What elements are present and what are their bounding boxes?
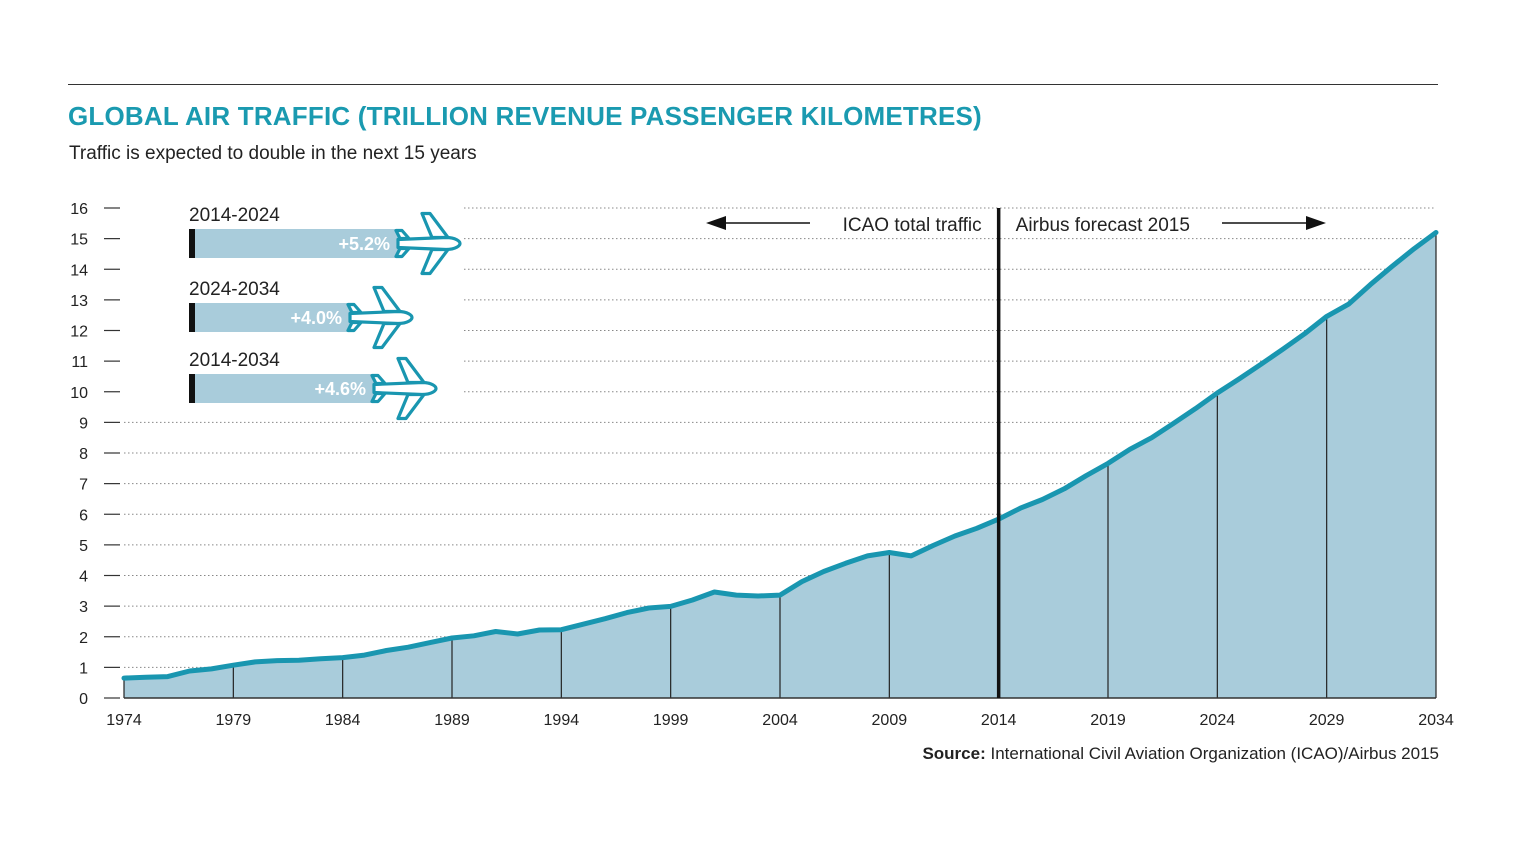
right-arrow-head <box>1306 216 1326 230</box>
airplane-fuselage <box>396 235 462 252</box>
top-rule <box>68 84 1438 85</box>
growth-period-label: 2014-2024 <box>189 205 280 226</box>
x-tick-label: 1974 <box>106 712 142 729</box>
growth-bar-start-mark <box>189 374 195 403</box>
x-tick-label: 2004 <box>762 712 798 729</box>
x-tick-label: 1999 <box>653 712 689 729</box>
growth-bar <box>190 303 350 332</box>
growth-rate-label: +5.2% <box>338 234 390 254</box>
airplane-fuselage <box>372 380 438 397</box>
traffic-line <box>121 230 1439 681</box>
airplane-fuselage <box>348 309 414 326</box>
airplane-icon <box>346 285 414 350</box>
source-note: Source: International Civil Aviation Org… <box>922 744 1439 764</box>
x-tick-label: 1984 <box>325 712 361 729</box>
y-tick-label: 3 <box>79 599 88 616</box>
growth-rate-label: +4.6% <box>314 379 366 399</box>
y-tick-label: 10 <box>70 385 88 402</box>
y-tick-label: 12 <box>70 324 88 341</box>
airplane-icon <box>370 356 438 421</box>
y-tick-label: 2 <box>79 630 88 647</box>
icao-label: ICAO total traffic <box>843 215 982 236</box>
x-tick-label: 1994 <box>544 712 580 729</box>
x-tick-label: 2019 <box>1090 712 1126 729</box>
y-tick-label: 8 <box>79 446 88 463</box>
y-tick-label: 1 <box>79 660 88 677</box>
chart-subtitle: Traffic is expected to double in the nex… <box>69 143 477 164</box>
x-tick-label: 2009 <box>872 712 908 729</box>
x-tick-label: 2029 <box>1309 712 1345 729</box>
growth-period-label: 2024-2034 <box>189 279 280 300</box>
y-tick-label: 4 <box>79 569 88 586</box>
y-tick-label: 14 <box>70 262 88 279</box>
growth-bar <box>190 374 374 403</box>
chart-title: GLOBAL AIR TRAFFIC (TRILLION REVENUE PAS… <box>68 101 982 131</box>
x-tick-label: 2024 <box>1200 712 1236 729</box>
left-arrow-head <box>706 216 726 230</box>
airbus-label: Airbus forecast 2015 <box>1016 215 1190 236</box>
growth-rate-panel: 2014-2024 +5.2% 2024-2034 +4.0% 2014-2034 +4.… <box>120 200 464 421</box>
y-tick-label: 0 <box>79 691 88 708</box>
x-tick-label: 1989 <box>434 712 470 729</box>
y-tick-label: 11 <box>71 354 88 371</box>
growth-bar-start-mark <box>189 229 195 258</box>
x-tick-label: 2014 <box>981 712 1017 729</box>
y-tick-label: 13 <box>70 293 88 310</box>
source-text: International Civil Aviation Organizatio… <box>990 744 1439 763</box>
growth-period-label: 2014-2034 <box>189 350 280 371</box>
airplane-icon <box>394 211 462 276</box>
y-tick-label: 9 <box>79 415 88 432</box>
x-tick-label: 1979 <box>216 712 252 729</box>
y-tick-label: 16 <box>70 201 88 218</box>
y-tick-label: 5 <box>79 538 88 555</box>
growth-rate-label: +4.0% <box>290 308 342 328</box>
y-tick-label: 7 <box>79 477 88 494</box>
growth-bar-start-mark <box>189 303 195 332</box>
y-tick-label: 15 <box>70 232 88 249</box>
x-tick-label: 2034 <box>1418 712 1454 729</box>
growth-bar <box>190 229 398 258</box>
source-label: Source: <box>922 744 986 763</box>
y-tick-label: 6 <box>79 507 88 524</box>
